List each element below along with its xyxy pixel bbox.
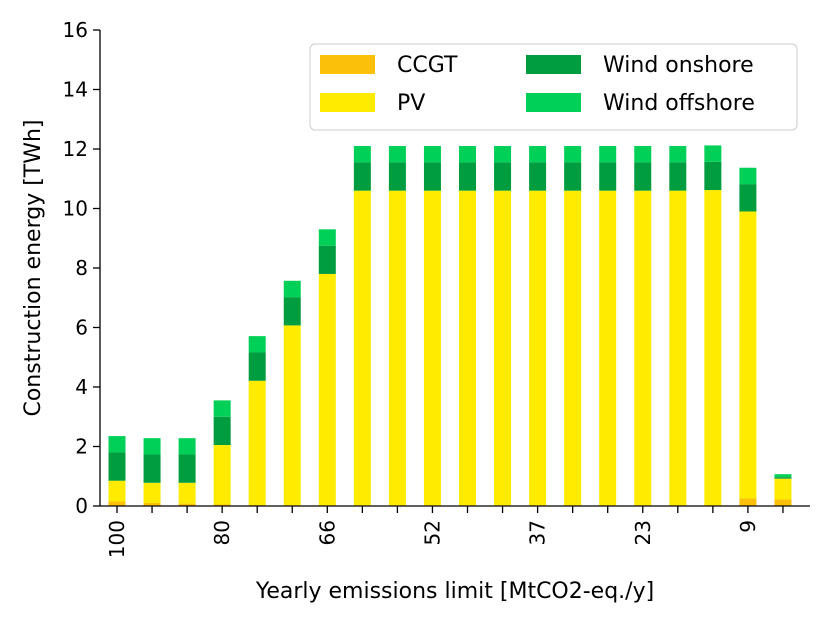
bar-pv-0 (108, 480, 126, 502)
bar-wind-onshore-3 (213, 416, 231, 446)
y-tick-label-4: 8 (75, 256, 88, 280)
bar-wind-offshore-16 (669, 146, 687, 163)
bar-pv-19 (774, 478, 792, 500)
bar-wind-offshore-14 (599, 146, 617, 163)
bar-pv-16 (669, 190, 687, 506)
y-tick-label-6: 12 (63, 137, 88, 161)
bar-wind-offshore-1 (143, 438, 161, 455)
bar-wind-offshore-19 (774, 474, 792, 478)
bar-pv-3 (213, 445, 231, 505)
bar-wind-offshore-17 (704, 145, 722, 162)
bar-pv-17 (704, 190, 722, 506)
legend-swatch-wind-offshore (526, 93, 581, 112)
legend-frame (309, 43, 798, 131)
x-tick-label-18: 9 (736, 520, 760, 533)
bar-wind-onshore-1 (143, 454, 161, 483)
bar-wind-onshore-12 (529, 162, 547, 191)
bar-wind-onshore-14 (599, 162, 617, 191)
bar-ccgt-18 (739, 498, 757, 506)
bar-pv-9 (423, 190, 441, 506)
bar-pv-10 (459, 190, 476, 506)
bar-pv-8 (388, 190, 406, 506)
bar-wind-onshore-9 (423, 162, 441, 191)
bar-wind-offshore-4 (248, 336, 266, 353)
bar-wind-offshore-8 (388, 146, 406, 163)
bar-wind-onshore-8 (388, 162, 406, 191)
y-tick-label-2: 4 (75, 375, 88, 399)
bar-wind-offshore-3 (213, 400, 231, 417)
bar-wind-onshore-0 (108, 452, 126, 481)
bar-wind-offshore-0 (108, 436, 126, 453)
legend-label-ccgt: CCGT (397, 53, 458, 78)
bar-ccgt-3 (213, 504, 231, 506)
bar-wind-onshore-5 (283, 297, 301, 326)
bar-wind-offshore-9 (423, 146, 441, 163)
bar-wind-offshore-11 (494, 146, 512, 163)
legend-label-wind-offshore: Wind offshore (603, 91, 755, 116)
bar-ccgt-19 (774, 499, 792, 506)
bar-wind-onshore-11 (494, 162, 512, 191)
bar-wind-offshore-12 (529, 146, 547, 163)
legend-label-pv: PV (397, 91, 425, 116)
bar-wind-onshore-13 (564, 162, 582, 191)
bar-pv-1 (143, 482, 161, 504)
bar-wind-onshore-6 (318, 245, 336, 274)
y-axis-title: Construction energy [TWh] (21, 119, 46, 416)
bar-pv-7 (353, 190, 371, 506)
bar-wind-offshore-18 (739, 167, 757, 185)
bar-wind-onshore-16 (669, 162, 687, 191)
bar-pv-18 (739, 211, 757, 499)
legend-swatch-pv (320, 93, 375, 112)
x-axis-title: Yearly emissions limit [MtCO2-eq./y] (255, 579, 654, 604)
bar-wind-offshore-7 (353, 146, 371, 163)
x-ticks: 100 80 66 52 37 23 9 (105, 506, 784, 558)
bar-wind-offshore-10 (459, 146, 476, 163)
legend-swatch-ccgt (320, 55, 375, 74)
bar-wind-offshore-15 (634, 146, 652, 163)
bar-wind-offshore-13 (564, 146, 582, 163)
bar-wind-onshore-4 (248, 352, 266, 381)
y-tick-label-3: 6 (75, 316, 88, 340)
bar-wind-onshore-10 (459, 162, 476, 191)
bar-wind-onshore-17 (704, 161, 722, 191)
y-tick-label-0: 0 (75, 494, 88, 518)
legend-swatch-wind-onshore (526, 55, 581, 74)
x-tick-label-0: 100 (105, 520, 129, 558)
y-tick-label-1: 2 (75, 435, 88, 459)
bar-wind-onshore-18 (739, 184, 757, 212)
bar-pv-2 (178, 482, 196, 504)
bar-wind-offshore-6 (318, 229, 336, 246)
y-tick-label-5: 10 (63, 197, 88, 221)
x-tick-label-12: 37 (526, 520, 550, 545)
bar-wind-onshore-15 (634, 162, 652, 191)
bar-wind-offshore-2 (178, 438, 196, 455)
x-tick-label-9: 52 (420, 520, 444, 545)
legend: CCGT PV Wind onshore Wind offshore (309, 43, 798, 131)
bar-ccgt-0 (108, 501, 126, 506)
bars-layer (108, 145, 792, 506)
bar-wind-onshore-2 (178, 454, 196, 483)
bar-pv-14 (599, 190, 617, 506)
x-tick-label-3: 80 (210, 520, 234, 545)
bar-wind-onshore-7 (353, 162, 371, 191)
bar-wind-onshore-19 (774, 477, 792, 479)
legend-label-wind-onshore: Wind onshore (603, 53, 754, 78)
bar-pv-4 (248, 380, 266, 506)
bar-pv-12 (529, 190, 547, 506)
bar-pv-13 (564, 190, 582, 506)
x-tick-label-15: 23 (631, 520, 655, 545)
bar-pv-15 (634, 190, 652, 506)
bar-ccgt-2 (178, 503, 196, 506)
bar-wind-offshore-5 (283, 280, 301, 298)
bar-ccgt-1 (143, 503, 161, 506)
bar-pv-11 (494, 190, 512, 506)
y-ticks: 0 2 4 6 8 10 12 14 16 (63, 18, 100, 518)
y-tick-label-7: 14 (63, 78, 88, 102)
bar-pv-6 (318, 273, 336, 506)
bar-pv-5 (283, 325, 301, 506)
y-tick-label-8: 16 (63, 18, 88, 42)
x-tick-label-6: 66 (315, 520, 339, 545)
